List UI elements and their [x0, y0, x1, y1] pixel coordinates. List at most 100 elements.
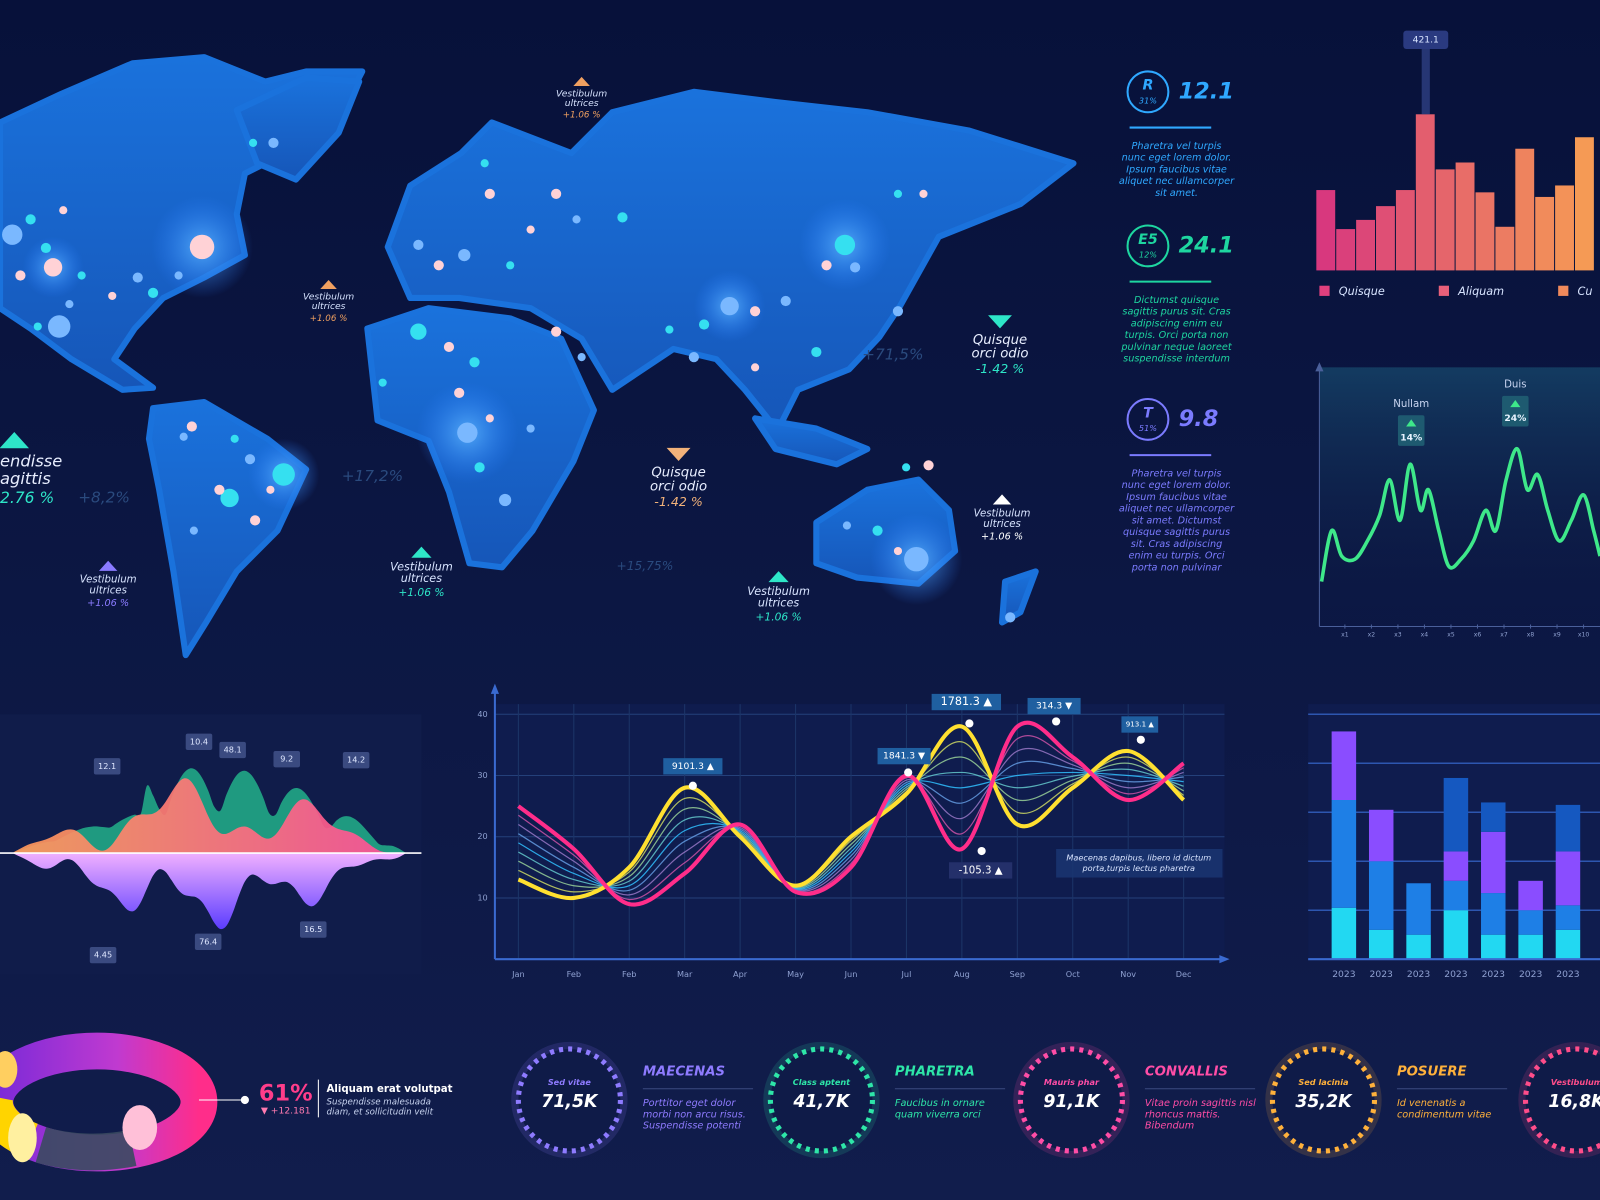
map-label: ultrices [312, 301, 346, 312]
annotation-box [1502, 395, 1529, 427]
panel [1319, 367, 1600, 627]
city-dot [474, 462, 485, 473]
bar [1495, 226, 1515, 271]
bar-segment [1518, 880, 1543, 911]
city-dot [454, 387, 465, 398]
city-dot [378, 378, 387, 387]
label-box [194, 933, 222, 950]
map-change: +1.06 % [310, 314, 348, 324]
kpi-text: porta non pulvinar [1131, 562, 1223, 573]
bar-segment [1368, 929, 1394, 960]
city-dot [186, 421, 197, 432]
bar-segment [1368, 809, 1394, 862]
map-label: Vestibulum [556, 88, 607, 99]
y-tick-label: 30 [477, 770, 487, 780]
bar-segment [1481, 934, 1506, 960]
city-dot [410, 323, 427, 340]
annotation-box [1027, 697, 1081, 715]
x-tick-label: 2023 [1444, 969, 1468, 980]
bar-segment [1331, 731, 1357, 800]
stat-value: 91,1K [1043, 1092, 1101, 1112]
map-label: ultrices [983, 519, 1021, 530]
city-dot [25, 214, 36, 225]
kpi-value: 12.1 [1179, 78, 1234, 104]
annotation-box [931, 693, 1002, 711]
bar-segment [1555, 905, 1581, 930]
ring-pct: 61% [259, 1080, 313, 1106]
annotation-arrow [1406, 419, 1417, 427]
annotation: 913.1 ▲ [1126, 719, 1155, 728]
kpi-text: Pharetra vel turpis [1132, 141, 1222, 152]
note-box [1056, 848, 1223, 878]
city-dot [919, 189, 928, 198]
map-label: endisse [0, 452, 62, 471]
bar-segment [1518, 910, 1543, 935]
kpi-text: Pharetra vel turpis [1132, 468, 1222, 479]
blend-line [518, 768, 1184, 889]
kpi-ring [1126, 224, 1170, 268]
annotation-title: Nullam [1393, 399, 1429, 410]
annotation-box [1121, 716, 1159, 733]
marker-triangle [768, 571, 789, 583]
stat-title: POSUERE [1397, 1064, 1467, 1079]
label-box [273, 751, 300, 768]
city-dot [572, 215, 581, 224]
bar-segment [1555, 804, 1581, 852]
x-tick-label: x2 [1368, 632, 1376, 639]
stat-ring [1522, 1046, 1600, 1154]
x-tick-label: Oct [1066, 969, 1080, 979]
label-box [342, 752, 370, 769]
bar-segment [1406, 934, 1431, 960]
city-dot [59, 206, 68, 215]
stat-text: Vitae proin sagittis nisl [1145, 1098, 1256, 1109]
x-tick-label: 2023 [1556, 969, 1580, 980]
pointer-dot [240, 1095, 249, 1105]
annotation-box [1397, 415, 1425, 446]
stat-value: 71,5K [541, 1092, 599, 1112]
annotation-box [663, 758, 723, 775]
kpi-text: nunc eget lorem dolor. [1122, 480, 1232, 491]
stat-text: rhoncus mattis. [1145, 1109, 1221, 1120]
x-tick-label: x8 [1527, 632, 1535, 639]
city-dot [147, 287, 159, 298]
city-dot [872, 525, 883, 536]
bar [1455, 162, 1475, 271]
x-tick-label: 2023 [1519, 969, 1543, 980]
city-dot [15, 270, 26, 281]
city-dot [189, 234, 215, 260]
x-tick-label: x4 [1421, 632, 1429, 639]
map-label: Vestibulum [80, 575, 137, 586]
city-dot [443, 341, 455, 353]
wave-label: 9.2 [280, 754, 293, 764]
kpi-text: quisque sagittis purus [1123, 527, 1230, 538]
city-dot [484, 188, 495, 199]
blend-line [518, 756, 1184, 888]
marker-triangle [988, 315, 1012, 329]
y-tick-label: 10 [477, 892, 487, 902]
city-dot [272, 463, 295, 486]
stat-label: Sed vitae [548, 1077, 592, 1087]
city-dot [811, 346, 822, 358]
point-dot [1136, 735, 1145, 744]
x-tick-label: 2023 [1407, 969, 1431, 980]
kpi-letter: E5 [1138, 232, 1158, 248]
kpi-letter: T [1143, 405, 1154, 421]
x-tick-label: Sep [1010, 969, 1025, 979]
bar [1336, 229, 1356, 271]
map-change: +1.06 % [563, 111, 601, 121]
point-dot [965, 719, 974, 728]
kpi-ring [1126, 397, 1170, 441]
map-label: Vestibulum [747, 585, 810, 598]
city-dot [551, 188, 562, 199]
city-dot [780, 295, 791, 307]
kpi-text: turpis. Orci porta non [1125, 330, 1229, 341]
legend-label: Aliquam [1457, 285, 1504, 298]
y-tick-label: 20 [477, 831, 487, 841]
bar-segment [1481, 893, 1506, 935]
kpi-text: adipiscing enim eu [1131, 318, 1222, 329]
stat-text: Bibendum [1145, 1121, 1194, 1132]
city-dot [179, 432, 188, 441]
city-dot [665, 325, 674, 334]
city-dot [250, 515, 261, 526]
marker-triangle [411, 546, 432, 558]
